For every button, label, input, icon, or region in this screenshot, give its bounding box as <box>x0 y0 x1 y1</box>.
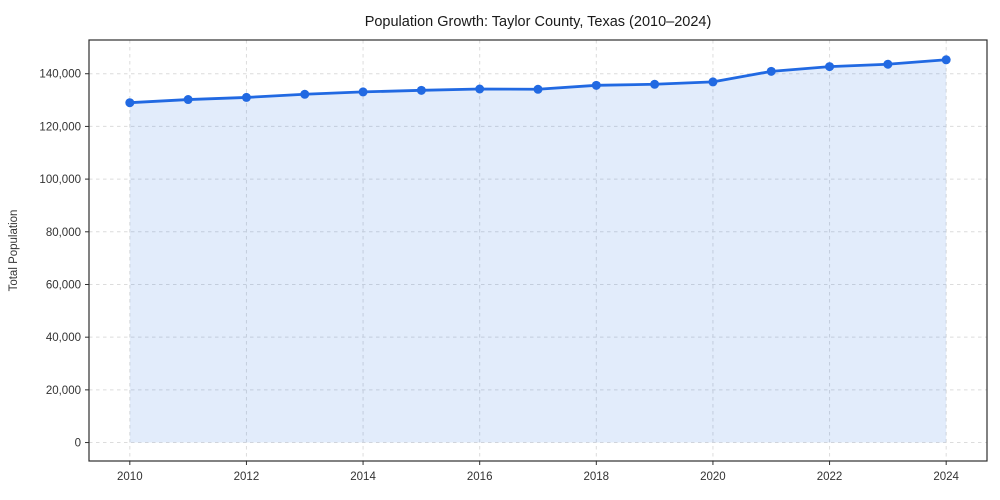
y-tick-label: 60,000 <box>46 279 81 291</box>
data-point-marker <box>475 84 485 94</box>
y-tick-label: 140,000 <box>39 69 81 81</box>
data-point-marker <box>708 77 718 87</box>
series-layer <box>125 55 951 443</box>
tick-label-layer: 2010 2012 2014 2016 2018 2020 2022 2024 0 20,000 4… <box>39 69 959 483</box>
x-tick-label: 2022 <box>817 471 843 483</box>
x-tick-label: 2012 <box>234 471 260 483</box>
y-tick-label: 20,000 <box>46 385 81 397</box>
data-point-marker <box>358 87 368 97</box>
data-point-marker <box>300 89 310 99</box>
chart-title: Population Growth: Taylor County, Texas … <box>365 14 712 30</box>
y-tick-label: 100,000 <box>39 174 81 186</box>
y-tick-label: 40,000 <box>46 332 81 344</box>
data-point-marker <box>650 79 660 89</box>
x-tick-label: 2010 <box>117 471 143 483</box>
data-point-marker <box>825 62 835 72</box>
data-point-marker <box>941 55 951 65</box>
y-axis-label: Total Population <box>8 210 20 292</box>
data-point-marker <box>533 84 543 94</box>
data-point-marker <box>883 59 893 69</box>
data-point-marker <box>766 66 776 76</box>
data-point-marker <box>183 95 193 105</box>
plot-border <box>88 39 988 462</box>
y-tick-label: 120,000 <box>39 121 81 133</box>
y-tick-label: 80,000 <box>46 227 81 239</box>
x-tick-label: 2014 <box>350 471 376 483</box>
x-tick-label: 2018 <box>584 471 610 483</box>
data-point-marker <box>416 85 426 95</box>
x-tick-label: 2020 <box>700 471 726 483</box>
x-tick-label: 2024 <box>933 471 959 483</box>
data-point-marker <box>241 92 251 102</box>
tick-layer <box>85 73 947 465</box>
y-tick-label: 0 <box>75 438 81 450</box>
x-tick-label: 2016 <box>467 471 493 483</box>
grid-layer <box>89 40 987 461</box>
data-point-marker <box>591 80 601 90</box>
area-fill <box>129 59 947 443</box>
data-point-marker <box>125 98 135 108</box>
